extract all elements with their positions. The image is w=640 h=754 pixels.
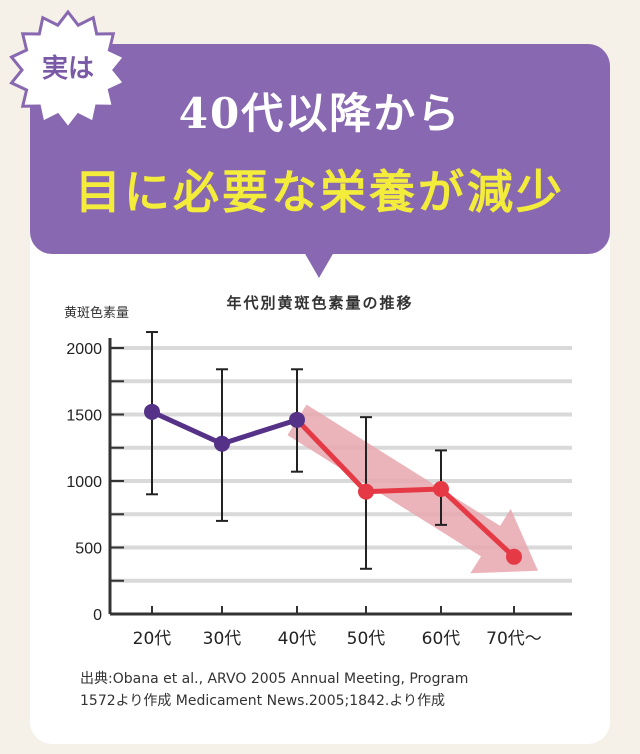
y-tick-label: 1000	[66, 474, 102, 491]
data-point	[358, 483, 374, 500]
source-line-1: 出典:Obana et al., ARVO 2005 Annual Meetin…	[80, 671, 469, 687]
starburst-badge-icon	[9, 9, 127, 131]
x-tick-label: 40代	[278, 629, 317, 649]
source-citation: 出典:Obana et al., ARVO 2005 Annual Meetin…	[80, 668, 580, 712]
headline-banner	[30, 44, 610, 254]
banner-pointer	[304, 252, 334, 278]
x-tick-label: 60代	[422, 629, 461, 649]
y-tick-label: 2000	[66, 341, 102, 358]
x-tick-label: 70代〜	[486, 629, 542, 649]
x-tick-label: 20代	[133, 629, 172, 649]
data-point	[214, 435, 230, 452]
x-tick-label: 50代	[347, 629, 386, 649]
data-point	[506, 548, 522, 565]
trend-arrow-shape	[287, 404, 539, 574]
y-tick-label: 1500	[66, 408, 102, 425]
badge-label: 実は	[41, 54, 94, 84]
source-line-2: 1572より作成 Medicament News.2005;1842.より作成	[80, 693, 446, 709]
trend-arrow	[287, 404, 539, 574]
y-tick-label: 500	[75, 541, 102, 558]
y-axis-title: 黄斑色素量	[64, 306, 130, 321]
headline-line-1: 40代以降から	[178, 89, 462, 138]
y-tick-label: 0	[93, 607, 102, 624]
chart-title: 年代別黄斑色素量の推移	[226, 294, 414, 312]
data-point	[433, 480, 449, 497]
headline-line-2: 目に必要な栄養が減少	[75, 165, 565, 219]
data-point	[289, 411, 305, 428]
data-point	[144, 403, 160, 420]
series-line	[295, 418, 516, 559]
x-tick-label: 30代	[203, 629, 242, 649]
